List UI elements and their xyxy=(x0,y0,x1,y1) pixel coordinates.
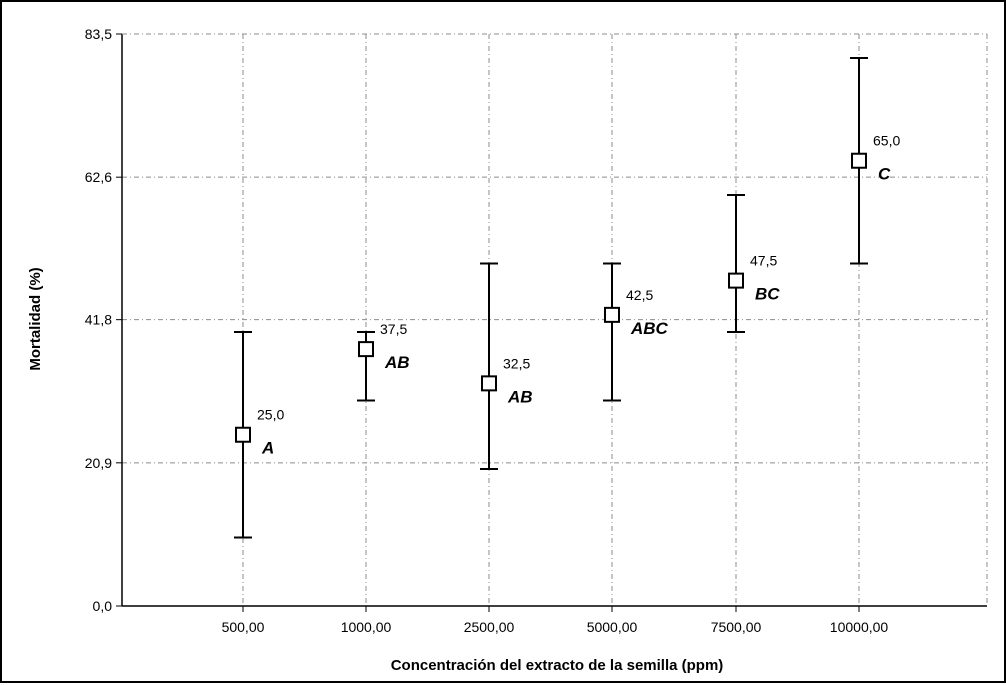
x-tick-label: 2500,00 xyxy=(464,619,515,635)
data-point-marker xyxy=(481,375,497,392)
data-value-label: 32,5 xyxy=(503,355,530,371)
group-letter-label: ABC xyxy=(630,319,669,338)
group-letter-label: AB xyxy=(507,387,533,406)
data-markers xyxy=(235,152,867,443)
data-labels: 25,0 A 37,5 AB 32,5 AB 42,5 ABC 47,5 BC 65,0 C xyxy=(257,133,900,458)
data-point-marker xyxy=(235,426,251,443)
axes xyxy=(116,33,988,612)
x-tick-label: 7500,00 xyxy=(711,619,762,635)
y-tick-label: 20,9 xyxy=(85,455,112,471)
y-tick-label: 41,8 xyxy=(85,312,112,328)
data-point-marker xyxy=(851,152,867,169)
x-tick-label: 500,00 xyxy=(222,619,265,635)
x-axis-title: Concentración del extracto de la semilla… xyxy=(391,657,724,674)
x-tick-label: 5000,00 xyxy=(587,619,638,635)
x-tick-label: 10000,00 xyxy=(830,619,889,635)
tick-labels: 0,0 20,9 41,8 62,6 83,5 500,00 1000,00 2500,00 5… xyxy=(85,26,889,635)
data-value-label: 47,5 xyxy=(750,253,777,269)
group-letter-label: A xyxy=(261,439,274,458)
data-value-label: 37,5 xyxy=(380,321,407,337)
group-letter-label: BC xyxy=(755,285,780,304)
grid-lines xyxy=(122,33,987,606)
y-tick-label: 83,5 xyxy=(85,26,112,42)
group-letter-label: C xyxy=(878,165,891,184)
y-axis-title: Mortalidad (%) xyxy=(27,267,44,370)
data-point-marker xyxy=(604,306,620,323)
data-point-marker xyxy=(358,341,374,358)
group-letter-label: AB xyxy=(384,353,410,372)
y-tick-label: 62,6 xyxy=(85,169,112,185)
data-value-label: 65,0 xyxy=(873,133,900,149)
error-bars xyxy=(234,56,868,539)
y-tick-label: 0,0 xyxy=(93,598,113,614)
data-value-label: 25,0 xyxy=(257,407,284,423)
data-point-marker xyxy=(728,272,744,289)
x-tick-label: 1000,00 xyxy=(341,619,392,635)
data-value-label: 42,5 xyxy=(626,287,653,303)
